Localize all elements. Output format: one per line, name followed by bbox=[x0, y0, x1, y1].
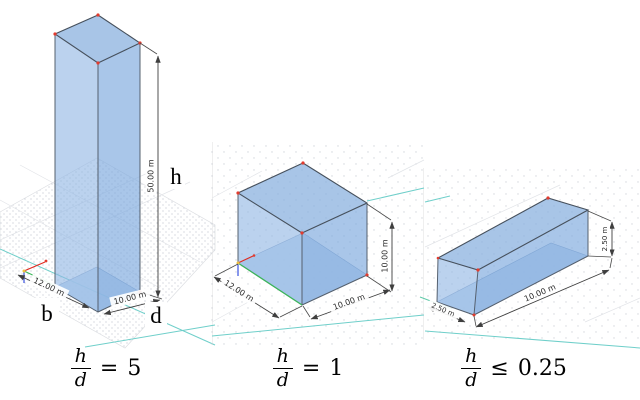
teal-guide-line bbox=[366, 187, 425, 202]
teal-guide-line bbox=[424, 330, 640, 349]
tower-left-face bbox=[55, 34, 98, 312]
axes-origin-icon bbox=[236, 254, 256, 276]
fraction: h d bbox=[461, 344, 482, 390]
height-dimension: 2.50 m bbox=[587, 210, 615, 258]
fraction: h d bbox=[272, 344, 293, 390]
relation-symbol: = bbox=[301, 355, 321, 381]
cube-3d-view: 12.00 m 10.00 m 10.00 m bbox=[211, 144, 425, 346]
dim-height-label: 50.00 m bbox=[147, 159, 156, 192]
label-d: d bbox=[145, 302, 167, 328]
cube-top-face bbox=[238, 163, 367, 233]
dim-height-label: 10.00 m bbox=[381, 239, 390, 272]
tower-3d-view: 50.00 m h 12.00 m b 10.00 m bbox=[0, 13, 216, 349]
slab-3d-view: 2.50 m 10.00 m 2.50 m bbox=[419, 168, 640, 349]
height-dimension: 50.00 m bbox=[139, 42, 163, 300]
svg-text:h: h bbox=[170, 164, 182, 189]
fraction: h d bbox=[70, 344, 91, 390]
svg-text:d: d bbox=[150, 303, 162, 328]
formula-hd-1: h d = 1 bbox=[268, 340, 348, 396]
tower-top-face bbox=[55, 15, 140, 63]
corner-points bbox=[236, 161, 369, 277]
slab-left-face bbox=[437, 258, 478, 315]
fraction-numerator: h bbox=[276, 344, 289, 367]
formula-hd-5: h d = 5 bbox=[62, 340, 150, 396]
ratio-value: 1 bbox=[329, 355, 344, 381]
fraction-denominator: d bbox=[272, 367, 293, 390]
relation-symbol: ≤ bbox=[490, 355, 509, 381]
height-dimension: 10.00 m bbox=[366, 203, 395, 293]
teal-guide-line bbox=[424, 195, 451, 203]
formula-hd-025: h d ≤ 0.25 bbox=[455, 340, 573, 396]
dim-height-label: 2.50 m bbox=[601, 227, 609, 252]
cube-right-face bbox=[302, 203, 367, 305]
fraction-denominator: d bbox=[461, 367, 482, 390]
label-b: b bbox=[35, 298, 59, 326]
label-h: h bbox=[167, 162, 185, 189]
tower-right-face bbox=[98, 43, 140, 312]
fraction-numerator: h bbox=[465, 344, 478, 367]
svg-text:b: b bbox=[41, 301, 53, 326]
cube-left-face bbox=[238, 193, 302, 305]
ratio-value: 0.25 bbox=[517, 355, 567, 381]
fraction-numerator: h bbox=[74, 344, 87, 367]
ratio-value: 5 bbox=[127, 355, 142, 381]
teal-guide-line bbox=[84, 324, 216, 348]
relation-symbol: = bbox=[99, 355, 119, 381]
slab-top-face bbox=[438, 198, 588, 270]
fraction-denominator: d bbox=[70, 367, 91, 390]
